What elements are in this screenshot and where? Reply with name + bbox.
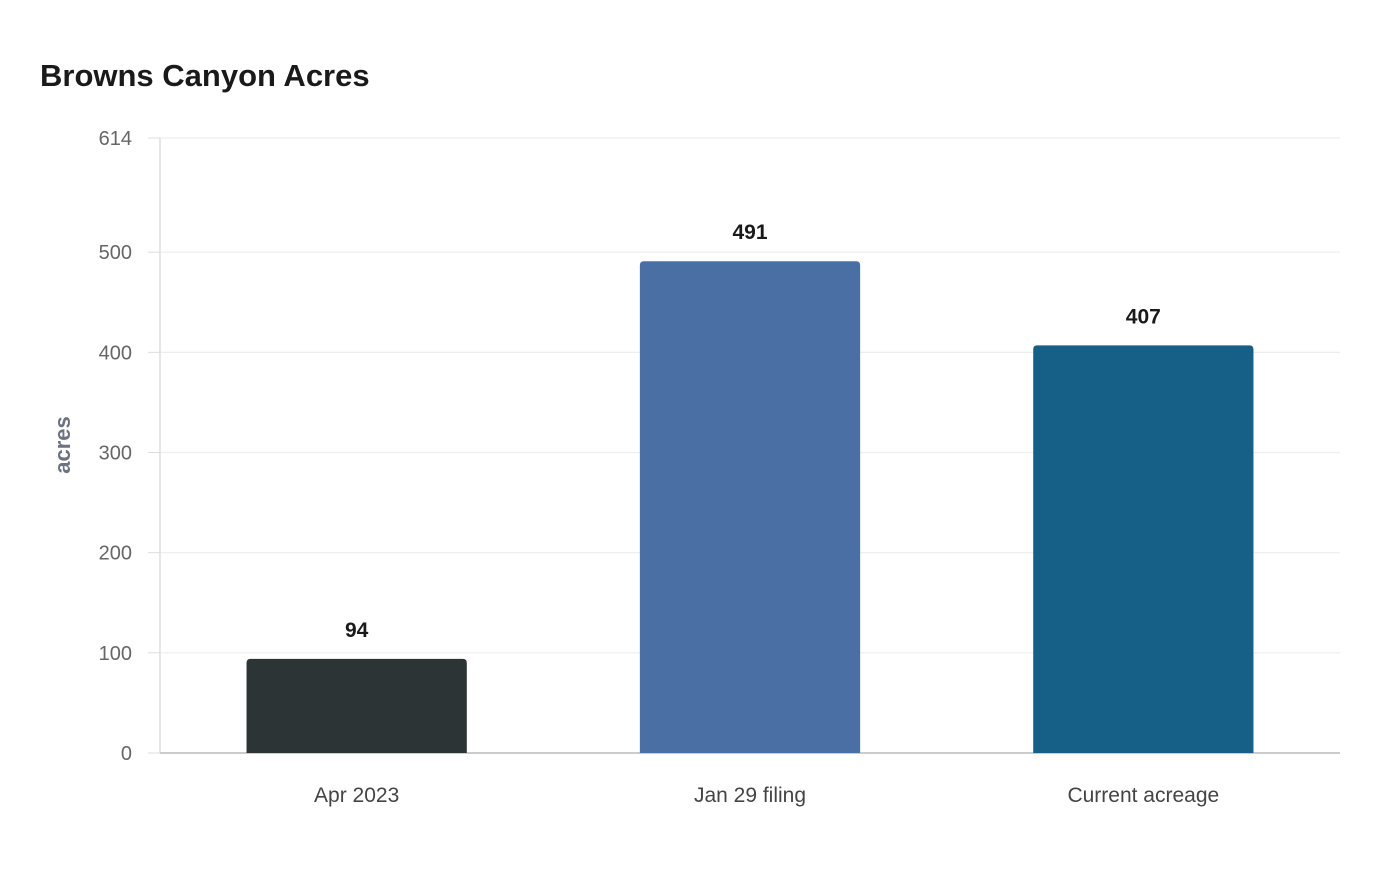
bar <box>1033 345 1254 753</box>
x-tick-label: Current acreage <box>1067 784 1219 807</box>
x-tick-label: Apr 2023 <box>314 784 399 807</box>
bar <box>639 261 861 753</box>
bar <box>246 658 467 753</box>
bar-value-label: 491 <box>732 221 767 244</box>
bar-value-label: 94 <box>345 619 369 642</box>
y-tick-label: 200 <box>99 543 132 565</box>
y-tick-labels: 0 100 200 300 400 500 614 <box>99 128 132 765</box>
x-tick-labels: Apr 2023 Jan 29 filing Current acreage <box>314 784 1219 807</box>
x-tick-label: Jan 29 filing <box>694 784 806 807</box>
y-tick-label: 0 <box>121 743 132 765</box>
y-axis-title: acres <box>50 416 75 474</box>
y-tick-label: 100 <box>99 643 132 665</box>
y-tick-label: 300 <box>99 443 132 465</box>
bars <box>246 261 1254 753</box>
y-tick-label: 400 <box>99 342 132 364</box>
chart-title: Browns Canyon Acres <box>40 58 370 93</box>
y-tick-label: 500 <box>99 242 132 264</box>
y-tick-label: 614 <box>99 128 132 150</box>
bar-value-label: 407 <box>1126 305 1161 328</box>
data-labels: 94 491 407 <box>345 221 1161 642</box>
